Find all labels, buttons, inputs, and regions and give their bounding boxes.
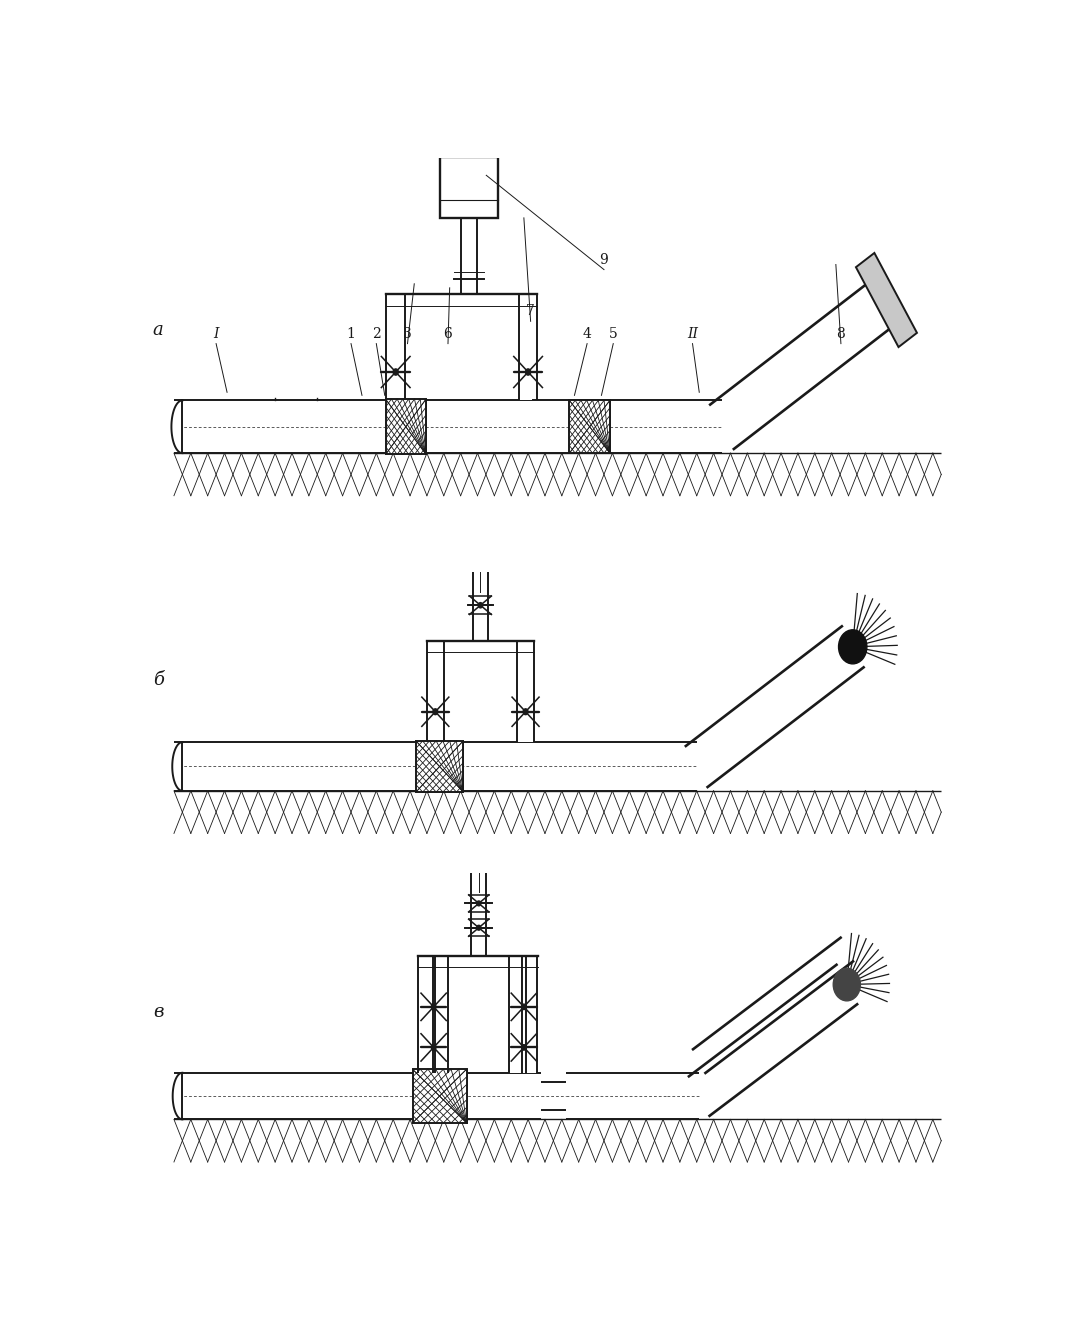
Polygon shape	[172, 400, 183, 453]
Circle shape	[526, 369, 531, 375]
Bar	[174, 790, 941, 834]
Bar	[460, 217, 478, 294]
Circle shape	[479, 603, 483, 608]
Circle shape	[521, 1044, 527, 1050]
Circle shape	[477, 901, 481, 906]
Polygon shape	[689, 965, 857, 1115]
Bar	[174, 1119, 941, 1162]
Bar	[419, 956, 435, 1073]
Bar	[517, 641, 534, 743]
Text: 7: 7	[527, 304, 535, 319]
Bar	[566, 1073, 667, 1119]
Text: 9: 9	[599, 253, 608, 266]
Circle shape	[477, 926, 481, 930]
Bar	[416, 741, 463, 792]
Polygon shape	[685, 627, 864, 788]
Text: 2: 2	[372, 327, 381, 341]
Text: 6: 6	[444, 327, 453, 341]
Bar	[659, 743, 696, 790]
Text: I: I	[213, 327, 219, 341]
Bar	[426, 641, 444, 743]
Bar	[174, 743, 393, 790]
Bar	[541, 1083, 566, 1110]
Bar	[412, 1069, 467, 1123]
Bar	[471, 873, 486, 956]
Polygon shape	[856, 253, 917, 348]
Bar	[473, 572, 489, 641]
Bar	[386, 294, 537, 306]
Bar	[385, 1073, 541, 1119]
Bar	[519, 294, 537, 400]
Bar	[532, 400, 684, 453]
Polygon shape	[172, 743, 183, 790]
Bar	[426, 641, 534, 652]
Text: II: II	[687, 327, 698, 341]
Bar	[569, 400, 610, 453]
Circle shape	[393, 369, 398, 375]
Circle shape	[839, 630, 867, 664]
Bar	[549, 743, 659, 790]
Bar	[174, 453, 941, 495]
Bar	[386, 294, 405, 400]
Circle shape	[433, 709, 437, 715]
Text: 1: 1	[347, 327, 356, 341]
Bar	[667, 1073, 700, 1119]
Text: 3: 3	[404, 327, 412, 341]
Circle shape	[521, 1004, 527, 1010]
Text: а: а	[152, 321, 163, 340]
Bar	[684, 400, 722, 453]
Text: б: б	[152, 672, 164, 689]
Bar	[385, 399, 426, 454]
Polygon shape	[693, 938, 853, 1073]
Circle shape	[431, 1004, 436, 1010]
Bar	[174, 1073, 385, 1119]
Bar	[406, 400, 532, 453]
Circle shape	[523, 709, 528, 715]
Bar	[441, 157, 497, 217]
Text: 4: 4	[583, 327, 592, 341]
Circle shape	[833, 968, 861, 1001]
Polygon shape	[173, 1073, 183, 1119]
Circle shape	[431, 1044, 436, 1050]
Bar	[174, 400, 406, 453]
Bar	[509, 956, 526, 1073]
Bar	[393, 743, 549, 790]
Text: в: в	[152, 1004, 163, 1021]
Text: 8: 8	[837, 327, 845, 341]
Bar	[522, 956, 537, 1073]
Bar	[433, 956, 448, 1073]
Text: 5: 5	[609, 327, 618, 341]
Polygon shape	[710, 278, 899, 449]
Bar	[419, 956, 539, 967]
